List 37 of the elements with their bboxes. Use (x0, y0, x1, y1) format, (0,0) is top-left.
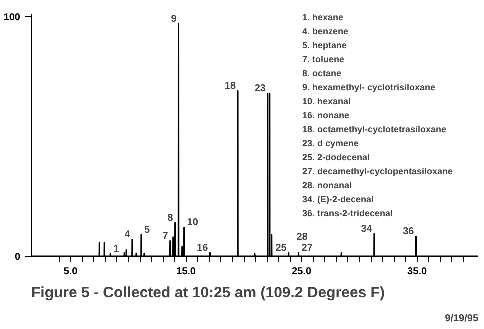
annotation: 4. benzene (302, 26, 349, 36)
text: 9/19/95 (445, 314, 479, 324)
annotation: 8. octane (302, 68, 342, 78)
annotation: 16 (197, 242, 209, 254)
annotation: 8 (168, 212, 174, 224)
annotation: 27 (302, 242, 314, 254)
annotation: 1 (114, 244, 120, 256)
annotation: 18. octamethyl-cyclotetrasiloxane (302, 124, 447, 134)
annotation: 28 (296, 232, 308, 244)
annotation: 36. trans-2-tridecenal (302, 208, 394, 218)
annotation: 10. hexanal (302, 96, 352, 106)
annotation: 28. nonanal (302, 180, 352, 190)
annotation: 23 (254, 84, 266, 95)
annotation: 4 (124, 230, 131, 241)
x-tick-label: 25.0 (292, 266, 312, 278)
annotation: 9. hexamethyl- cyclotrisiloxane (302, 82, 436, 92)
annotation: 16. nonane (302, 110, 350, 120)
annotation: 25 (276, 242, 288, 254)
annotation: 23. d cymene (302, 138, 360, 148)
annotation: 9 (171, 14, 178, 26)
x-tick-label: 15.0 (176, 266, 196, 278)
annotation: 34 (361, 224, 373, 235)
annotation: 7 (162, 231, 169, 242)
annotation: 10 (187, 218, 199, 229)
annotation: 7. toluene (302, 54, 345, 64)
annotation: 18 (224, 81, 236, 92)
annotation: 25. 2-dodecenal (302, 152, 370, 162)
x-tick-label: 35.0 (408, 266, 428, 278)
annotation: 34. (E)-2-decenal (302, 194, 374, 204)
text: Figure 5 - Collected at 10:25 am (109.2 Degrees F) (32, 284, 385, 302)
y-tick-label: 100 (4, 12, 21, 24)
y-tick-label: 0 (14, 252, 21, 263)
annotation: 5. heptane (302, 40, 348, 50)
annotation: 27. decamethyl-cyclopentasiloxane (302, 166, 454, 176)
annotation: 36 (403, 226, 415, 238)
x-tick-label: 5.0 (64, 266, 78, 278)
annotation: 5 (144, 224, 150, 236)
